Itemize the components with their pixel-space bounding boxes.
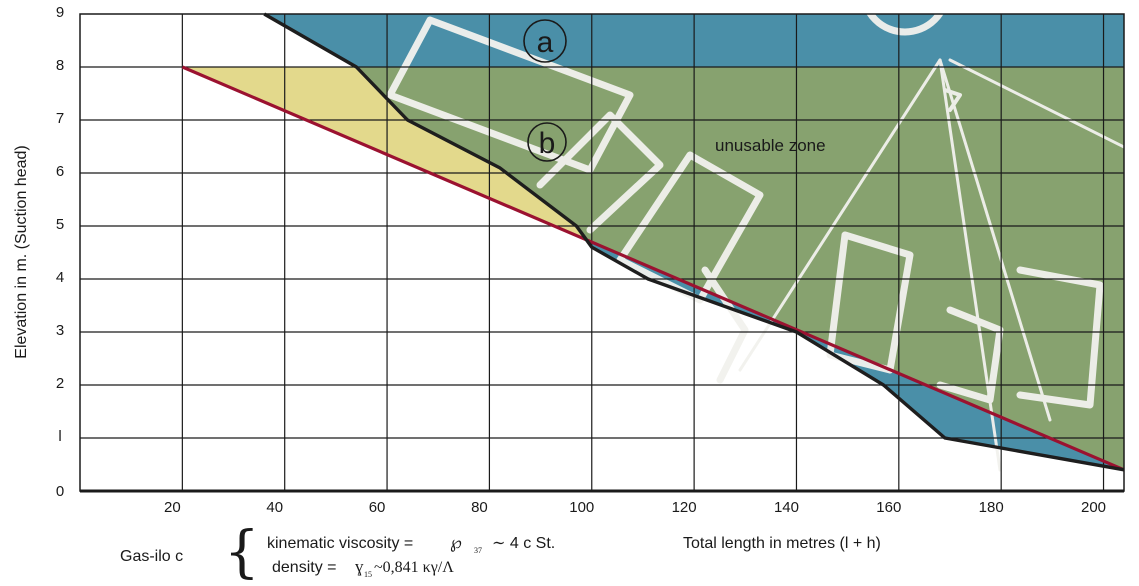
x-axis-label: Total length in metres (l + h) (683, 535, 881, 552)
y-tick-label: 2 (56, 375, 64, 392)
region-a-label: a (537, 26, 554, 59)
brace: { (224, 520, 260, 585)
x-tick-label: 100 (569, 499, 594, 516)
density-value: ~0,841 κγ/Λ (374, 559, 454, 576)
viscosity-symbol: ℘ (450, 533, 462, 552)
y-tick-labels: 0 l 2 3 4 5 6 7 8 9 (56, 4, 64, 500)
viscosity-subscript: 37 (474, 546, 482, 555)
y-tick-label: 8 (56, 57, 64, 74)
sketch-sun-circle (866, 14, 944, 36)
density-subscript: 15 (364, 570, 372, 579)
x-tick-label: 120 (672, 499, 697, 516)
viscosity-value: ∼ 4 c St. (492, 535, 555, 552)
sketch-square-7 (936, 306, 1004, 404)
sketch-square-3 (616, 151, 764, 304)
sketch-square-1 (386, 16, 634, 174)
x-tick-label: 40 (266, 499, 283, 516)
density-label: density = (272, 559, 336, 576)
y-tick-label: 7 (56, 110, 64, 127)
fluid-notes: Gas-ilo c { kinematic viscosity = ℘ 37 ∼… (120, 520, 555, 585)
gas-label: Gas-ilo c (120, 548, 183, 565)
x-tick-label: 140 (774, 499, 799, 516)
y-tick-label: 3 (56, 322, 64, 339)
sketch-square-5 (1016, 266, 1104, 409)
sketch-ray-4 (948, 58, 1124, 149)
y-tick-label: 4 (56, 269, 64, 286)
region-a-circle (523, 19, 567, 63)
sketch-arrow (943, 88, 962, 112)
x-tick-labels: 20 40 60 80 100 120 140 160 180 200 (164, 499, 1106, 516)
reference-line (181, 65, 1125, 472)
y-tick-label: l (58, 428, 61, 445)
boundary-curve (263, 12, 1125, 472)
plot-area (79, 12, 1125, 493)
sketch-square-6 (701, 266, 749, 384)
y-tick-label: 6 (56, 163, 64, 180)
y-axis-label: Elevation in m. (Suction head) (13, 145, 30, 358)
density-symbol: ɣ (355, 557, 364, 576)
unusable-zone-label: unusable zone (715, 136, 826, 155)
y-tick-label: 0 (56, 483, 64, 500)
x-tick-label: 80 (471, 499, 488, 516)
region-labels: a b unusable zone (523, 19, 826, 162)
viscosity-label: kinematic viscosity = (267, 535, 413, 552)
sketch-ray-3 (938, 58, 1002, 472)
region-b-label: b (539, 127, 556, 160)
x-tick-label: 20 (164, 499, 181, 516)
y-tick-label: 5 (56, 216, 64, 233)
x-tick-label: 180 (979, 499, 1004, 516)
x-tick-label: 200 (1081, 499, 1106, 516)
x-tick-label: 160 (876, 499, 901, 516)
x-tick-label: 60 (369, 499, 386, 516)
sketch-square-2 (536, 111, 664, 234)
region-b-circle (527, 122, 567, 162)
y-tick-label: 9 (56, 4, 64, 21)
